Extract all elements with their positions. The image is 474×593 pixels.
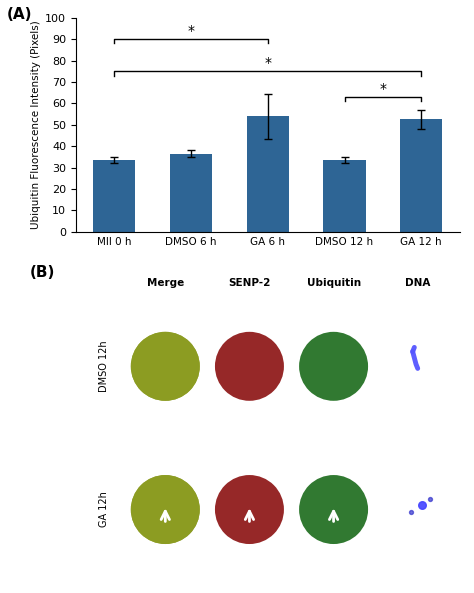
Circle shape [131, 475, 200, 544]
Bar [323, 160, 365, 232]
Circle shape [299, 475, 368, 544]
Text: c: c [293, 329, 299, 338]
Text: GA 12h: GA 12h [99, 492, 109, 527]
Text: (B): (B) [30, 265, 55, 280]
Bar [400, 119, 442, 232]
Point [408, 507, 415, 517]
Text: SENP-2: SENP-2 [228, 278, 271, 288]
Text: DMSO 12h: DMSO 12h [99, 340, 109, 392]
Circle shape [215, 475, 284, 544]
Text: a: a [125, 329, 131, 338]
Y-axis label: Ubiquitin Fluorescence Intensity (Pixels): Ubiquitin Fluorescence Intensity (Pixels… [31, 20, 41, 229]
Text: f: f [210, 473, 213, 482]
Text: (A): (A) [7, 7, 32, 22]
Bar [170, 154, 212, 232]
Text: *: * [264, 56, 271, 70]
Circle shape [215, 332, 284, 401]
Text: Merge: Merge [146, 278, 184, 288]
Bar [246, 116, 289, 232]
Text: *: * [379, 82, 386, 96]
Text: e: e [125, 473, 131, 482]
Text: d: d [378, 329, 383, 338]
Point [418, 500, 426, 510]
Circle shape [131, 332, 200, 401]
Point [427, 495, 434, 504]
Circle shape [131, 475, 200, 544]
Circle shape [131, 332, 200, 401]
Circle shape [299, 332, 368, 401]
Text: b: b [210, 329, 215, 338]
Text: *: * [188, 24, 195, 38]
Text: g: g [293, 473, 300, 482]
Text: Ubiquitin: Ubiquitin [307, 278, 361, 288]
Text: DNA: DNA [405, 278, 430, 288]
Text: h: h [378, 473, 383, 482]
Bar [93, 160, 136, 232]
